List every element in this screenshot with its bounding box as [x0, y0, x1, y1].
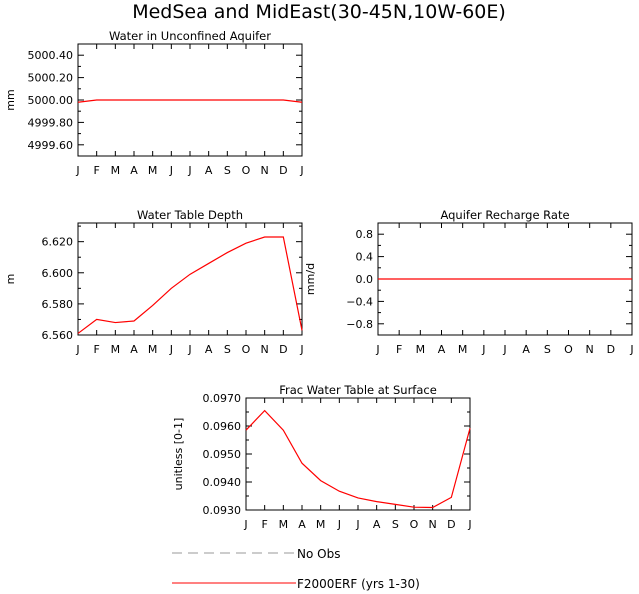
y-tick-label: 0.0930 — [203, 504, 242, 517]
chart-title: Aquifer Recharge Rate — [440, 208, 569, 222]
legend-label-f2000erf: F2000ERF (yrs 1-30) — [297, 577, 420, 591]
y-tick-label: 0.0960 — [203, 420, 242, 433]
series-line-f2000erf-yrs-1-30 — [77, 236, 303, 334]
x-tick-label: M — [148, 343, 158, 356]
x-tick-label: J — [355, 518, 359, 531]
y-tick-label: 0.8 — [356, 228, 374, 241]
y-tick-label: 6.560 — [42, 329, 74, 342]
x-tick-label: N — [429, 518, 437, 531]
x-tick-label: M — [458, 343, 468, 356]
y-axis-label: mm/d — [304, 263, 317, 295]
y-tick-label: 5000.20 — [28, 72, 74, 85]
y-axis-label: unitless [0-1] — [172, 418, 185, 491]
y-tick-label: 0.0 — [356, 273, 374, 286]
x-tick-label: D — [607, 343, 615, 356]
x-tick-label: O — [242, 164, 251, 177]
x-tick-label: J — [299, 343, 303, 356]
y-tick-label: −0.4 — [346, 295, 373, 308]
x-tick-label: A — [522, 343, 530, 356]
series-line-f2000erf-yrs-1-30 — [77, 99, 303, 103]
x-tick-label: J — [187, 343, 191, 356]
y-tick-label: 0.0950 — [203, 448, 242, 461]
x-tick-label: J — [187, 164, 191, 177]
x-tick-label: J — [75, 343, 79, 356]
y-tick-label: 6.620 — [42, 236, 74, 249]
chart-title: Water in Unconfined Aquifer — [109, 29, 271, 43]
x-tick-label: J — [169, 164, 173, 177]
y-tick-label: 6.600 — [42, 267, 74, 280]
x-tick-label: J — [375, 343, 379, 356]
x-tick-label: M — [111, 164, 121, 177]
plot-frame — [77, 222, 303, 336]
legend-label-no-obs: No Obs — [297, 547, 340, 561]
y-tick-label: 5000.40 — [28, 49, 74, 62]
y-tick-label: −0.8 — [346, 318, 373, 331]
x-tick-label: M — [416, 343, 426, 356]
series-line-f2000erf-yrs-1-30 — [245, 409, 471, 509]
legend: No Obs F2000ERF (yrs 1-30) — [172, 547, 420, 591]
x-tick-label: F — [94, 343, 100, 356]
x-tick-label: J — [502, 343, 506, 356]
x-tick-label: S — [392, 518, 399, 531]
y-tick-label: 4999.80 — [28, 116, 74, 129]
x-tick-label: J — [299, 164, 303, 177]
x-tick-label: F — [94, 164, 100, 177]
x-tick-label: F — [396, 343, 402, 356]
x-tick-label: J — [75, 164, 79, 177]
y-axis-label: mm — [4, 89, 17, 110]
x-tick-label: D — [279, 343, 287, 356]
plot-frame — [245, 397, 471, 511]
panel-frac-water-table-at-surface: Frac Water Table at Surface unitless [0-1… — [172, 383, 472, 531]
x-tick-label: D — [447, 518, 455, 531]
y-tick-label: 0.4 — [356, 251, 374, 264]
x-tick-label: N — [261, 164, 269, 177]
x-tick-label: D — [279, 164, 287, 177]
x-tick-label: J — [467, 518, 471, 531]
y-axis-label: m — [4, 274, 17, 285]
x-tick-label: O — [410, 518, 419, 531]
x-tick-label: J — [481, 343, 485, 356]
x-tick-label: J — [337, 518, 341, 531]
x-tick-label: J — [629, 343, 633, 356]
x-tick-label: S — [224, 164, 231, 177]
x-tick-label: A — [130, 164, 138, 177]
x-tick-label: A — [438, 343, 446, 356]
x-tick-label: A — [298, 518, 306, 531]
x-tick-label: A — [205, 164, 213, 177]
x-tick-label: S — [544, 343, 551, 356]
x-tick-label: A — [130, 343, 138, 356]
x-tick-label: F — [262, 518, 268, 531]
y-tick-label: 6.580 — [42, 298, 74, 311]
x-tick-label: J — [243, 518, 247, 531]
chart-title: Frac Water Table at Surface — [279, 383, 437, 397]
x-tick-label: M — [316, 518, 326, 531]
x-tick-label: S — [224, 343, 231, 356]
x-tick-label: A — [373, 518, 381, 531]
y-tick-label: 5000.00 — [28, 94, 74, 107]
x-tick-label: M — [148, 164, 158, 177]
x-tick-label: O — [564, 343, 573, 356]
y-tick-label: 4999.60 — [28, 139, 74, 152]
x-tick-label: A — [205, 343, 213, 356]
page-title: MedSea and MidEast(30-45N,10W-60E) — [132, 1, 506, 23]
x-tick-label: M — [111, 343, 121, 356]
x-tick-label: O — [242, 343, 251, 356]
x-tick-label: N — [586, 343, 594, 356]
y-tick-label: 0.0970 — [203, 392, 242, 405]
chart-title: Water Table Depth — [137, 208, 243, 222]
x-tick-label: N — [261, 343, 269, 356]
y-tick-label: 0.0940 — [203, 476, 242, 489]
x-tick-label: J — [169, 343, 173, 356]
x-tick-label: M — [279, 518, 289, 531]
